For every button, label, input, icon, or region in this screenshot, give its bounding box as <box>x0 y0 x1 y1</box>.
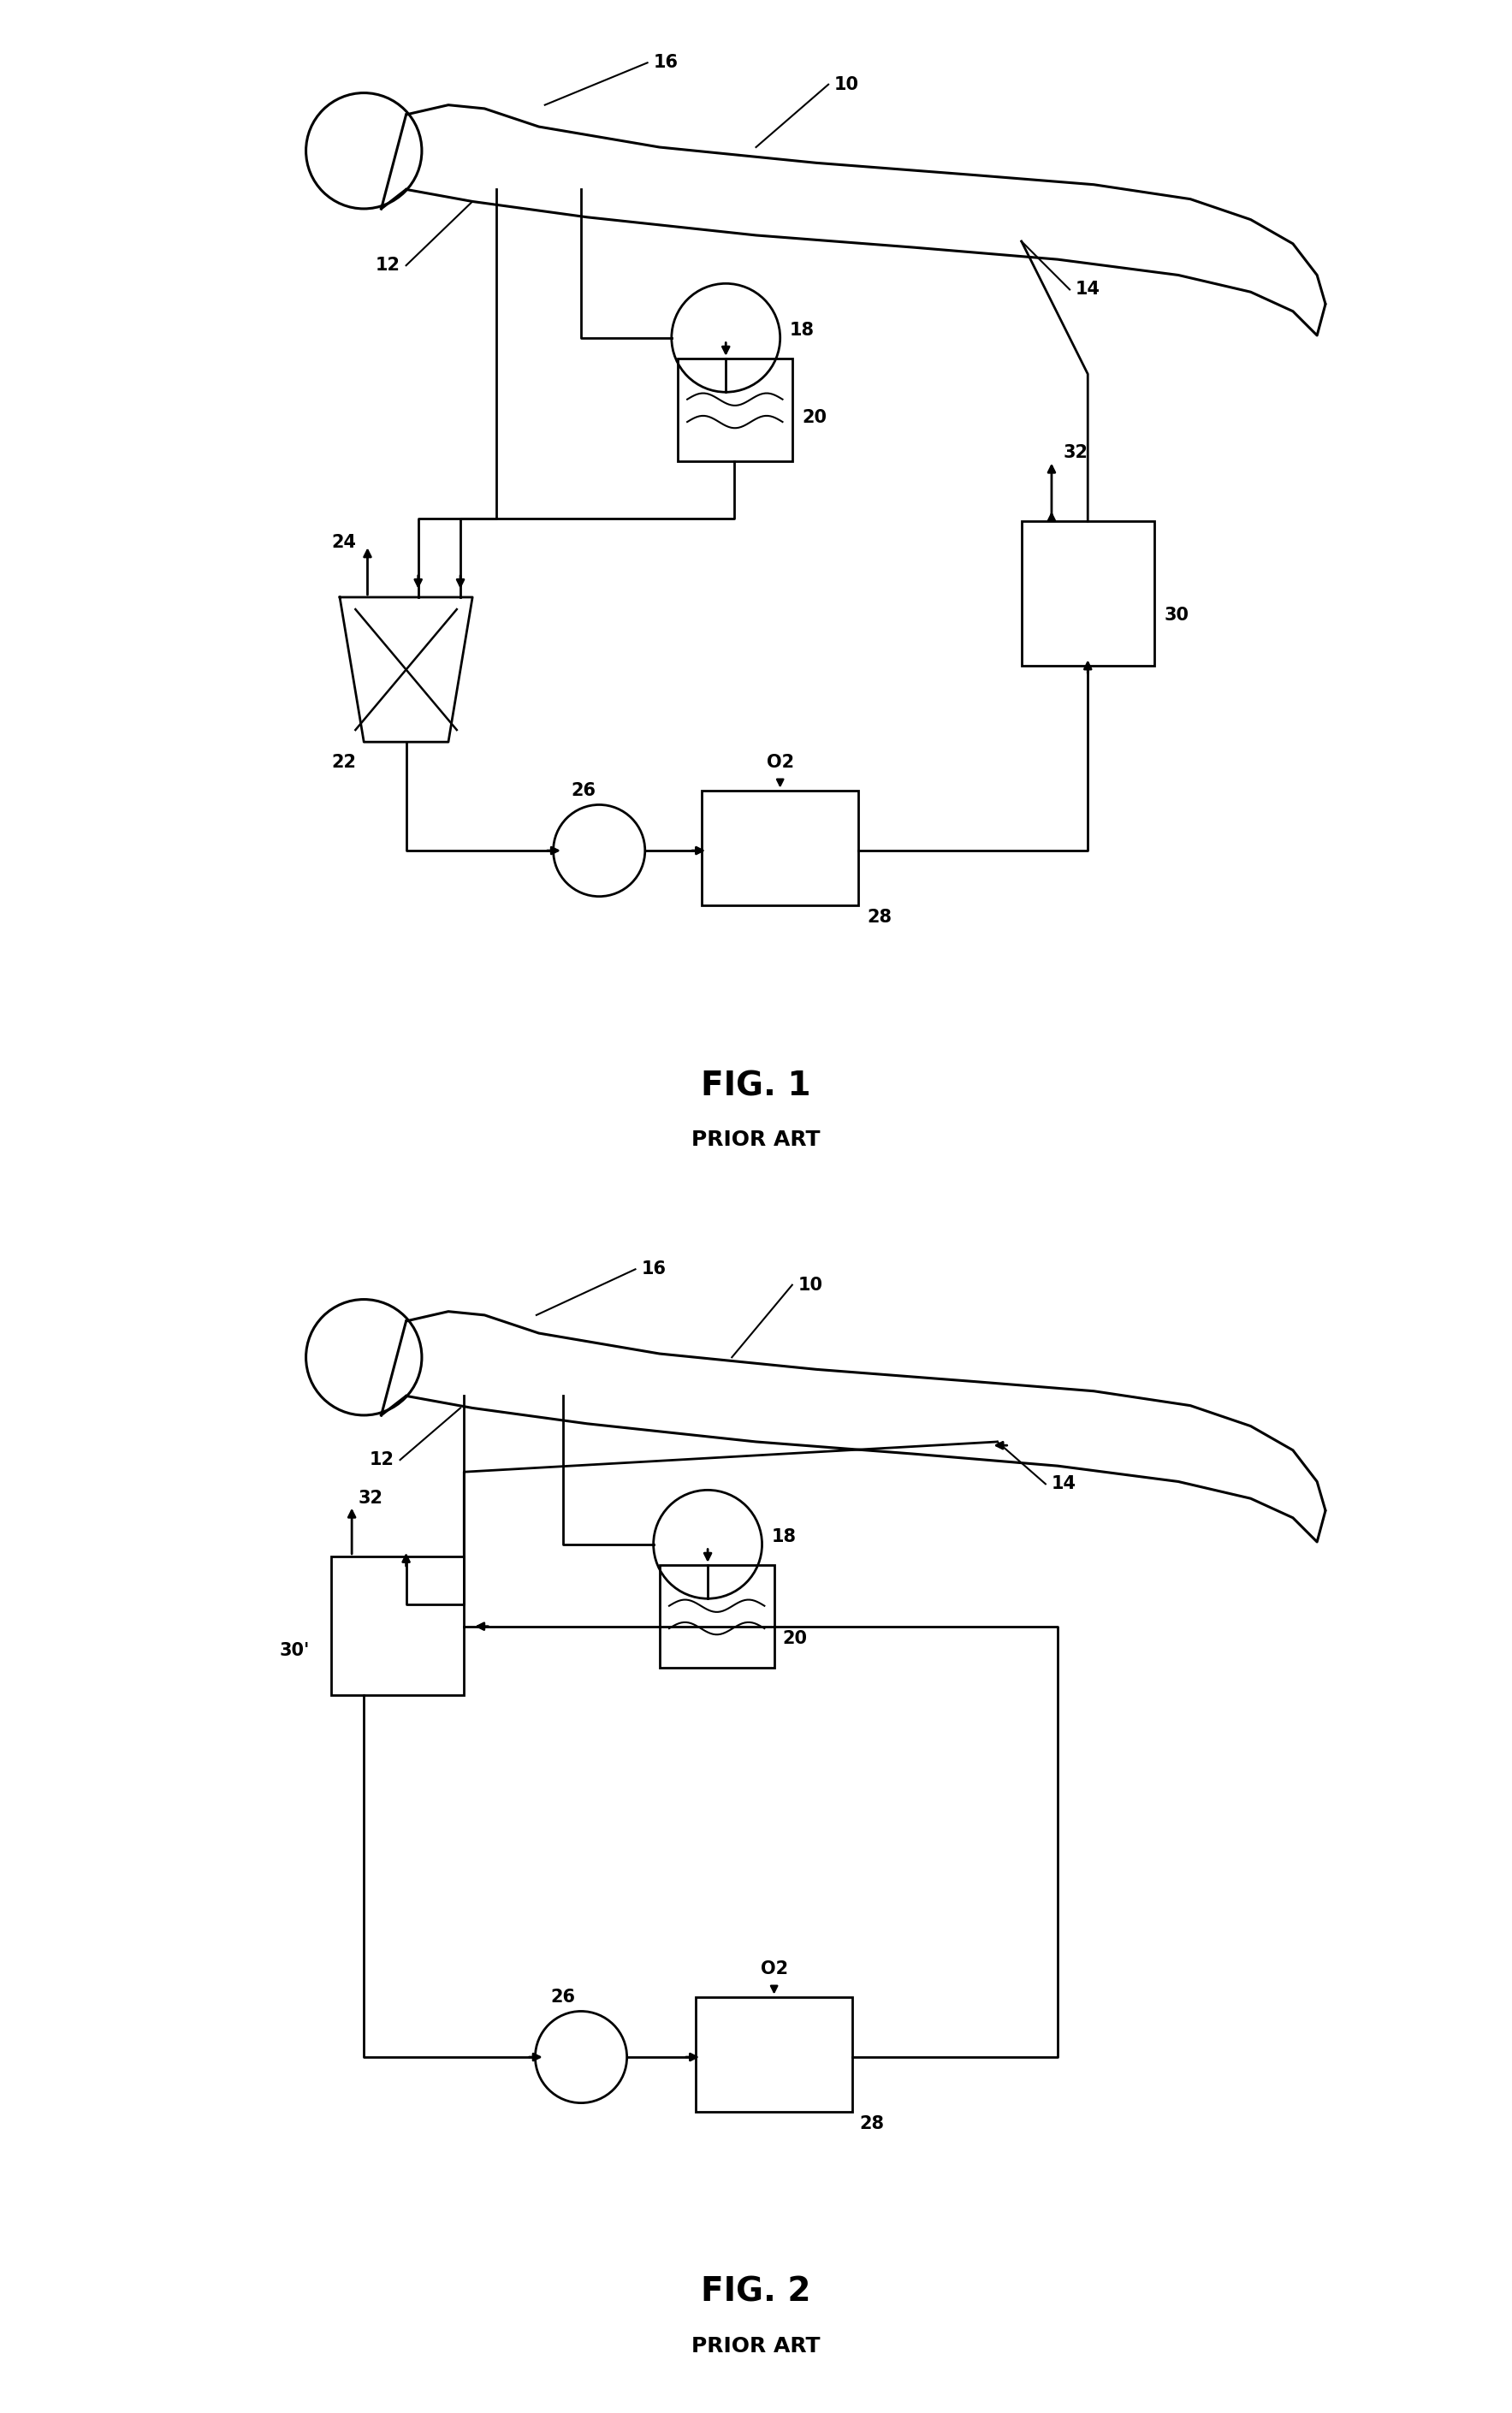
Bar <box>677 357 792 461</box>
Text: 32: 32 <box>1063 444 1089 461</box>
Bar <box>331 1556 464 1694</box>
Bar <box>659 1566 774 1667</box>
Text: 22: 22 <box>331 753 357 772</box>
Text: O2: O2 <box>761 1959 788 1979</box>
Text: 30': 30' <box>280 1641 310 1660</box>
Text: PRIOR ART: PRIOR ART <box>691 1129 821 1151</box>
Text: 10: 10 <box>798 1276 823 1293</box>
Text: 12: 12 <box>375 256 401 275</box>
Text: FIG. 2: FIG. 2 <box>702 2275 810 2309</box>
Text: 26: 26 <box>550 1988 576 2005</box>
Text: FIG. 1: FIG. 1 <box>702 1069 810 1103</box>
Text: 16: 16 <box>641 1260 667 1279</box>
Text: 26: 26 <box>572 782 596 799</box>
Text: 12: 12 <box>369 1450 395 1470</box>
Text: 32: 32 <box>358 1489 383 1508</box>
Text: 14: 14 <box>1052 1474 1077 1494</box>
Bar <box>1022 521 1154 666</box>
Text: O2: O2 <box>767 753 794 772</box>
Text: PRIOR ART: PRIOR ART <box>691 2336 821 2358</box>
Bar <box>702 791 859 905</box>
Text: 24: 24 <box>331 533 357 553</box>
Text: 18: 18 <box>789 321 815 340</box>
Text: 14: 14 <box>1075 280 1101 299</box>
Text: 10: 10 <box>835 75 859 94</box>
Text: 20: 20 <box>801 408 827 427</box>
Text: 30: 30 <box>1164 606 1188 625</box>
Text: 28: 28 <box>866 907 892 927</box>
Bar <box>696 1998 853 2111</box>
Text: 16: 16 <box>653 53 679 72</box>
Text: 28: 28 <box>860 2114 885 2133</box>
Text: 20: 20 <box>783 1629 807 1648</box>
Text: 18: 18 <box>771 1527 797 1547</box>
